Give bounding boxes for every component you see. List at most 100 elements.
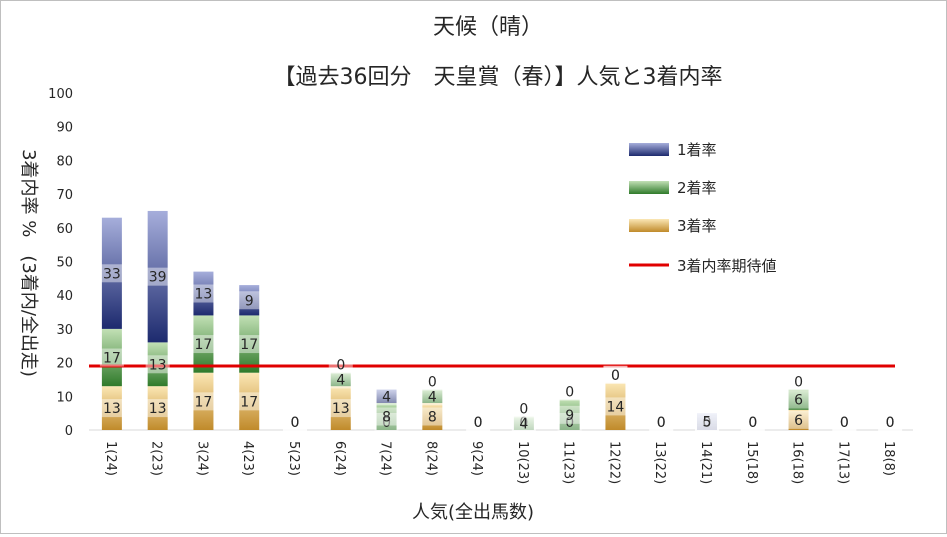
data-label-backdrop: [145, 355, 170, 374]
data-label: 0: [519, 402, 528, 418]
bar-rank2: [513, 416, 534, 430]
x-tick-label: 18(8): [881, 441, 896, 476]
y-tick-label: 50: [56, 256, 73, 271]
legend-swatch-rank3: [629, 219, 669, 232]
data-label-backdrop: [511, 399, 536, 418]
data-label: 6: [794, 413, 803, 429]
data-label-backdrop: [191, 392, 216, 411]
data-label-backdrop: [786, 372, 811, 391]
x-tick-label: 2(23): [149, 441, 164, 476]
data-label-backdrop: [237, 291, 262, 310]
bar-rank2: [239, 315, 260, 373]
data-label: 0: [565, 415, 574, 431]
data-label-backdrop: [557, 382, 582, 401]
data-label: 0: [748, 415, 757, 431]
data-label: 6: [794, 393, 803, 409]
bars-group: [101, 210, 809, 430]
bar-rank1: [239, 285, 260, 316]
data-label: 0: [336, 358, 345, 374]
legend-label-rank2: 2着率: [677, 179, 717, 197]
data-label-backdrop: [695, 413, 719, 431]
data-label-backdrop: [420, 372, 445, 391]
data-label: 17: [103, 351, 121, 367]
data-label-backdrop: [603, 365, 628, 384]
data-label-backdrop: [832, 413, 857, 431]
data-label-backdrop: [878, 413, 903, 431]
x-tick-label: 16(18): [790, 441, 805, 484]
data-label-backdrop: [603, 365, 628, 384]
chart-title: 天候（晴）: [433, 15, 543, 40]
y-tick-label: 80: [56, 154, 73, 169]
data-label-backdrop: [466, 413, 491, 431]
data-label: 0: [291, 415, 300, 431]
x-tick-label: 10(23): [515, 441, 530, 484]
data-label: 0: [657, 415, 666, 431]
x-tick-label: 12(22): [606, 441, 621, 484]
data-label: 0: [474, 415, 483, 431]
bar-rank1: [193, 271, 214, 316]
data-label-backdrop: [786, 410, 811, 429]
bar-rank3: [788, 409, 809, 430]
y-tick-label: 40: [56, 289, 73, 304]
data-label-backdrop: [374, 407, 399, 426]
data-label: 17: [195, 394, 213, 410]
data-label-backdrop: [191, 284, 216, 303]
legend: 1着率 2着率 3着率 3着内率期待値: [629, 141, 777, 275]
bar-rank1: [376, 389, 397, 404]
bar-rank3: [101, 386, 122, 430]
data-label: 0: [657, 415, 666, 431]
data-label-backdrop: [283, 413, 307, 431]
y-tick-label: 30: [56, 323, 73, 338]
data-label-backdrop: [878, 413, 903, 431]
y-axis-ticks: 0 10 20 30 40 50 60 70 80 90 100: [48, 87, 73, 439]
data-label: 0: [611, 368, 620, 384]
bar-rank3: [422, 403, 443, 430]
data-label: 0: [886, 415, 895, 431]
bar-rank2: [376, 403, 397, 430]
data-label-backdrop: [603, 397, 628, 416]
x-tick-label: 14(21): [698, 441, 713, 484]
data-label: 0: [748, 415, 757, 431]
data-label-backdrop: [557, 413, 582, 431]
data-label: 0: [474, 415, 483, 431]
x-tick-label: 13(22): [652, 441, 667, 484]
data-label-backdrop: [649, 413, 674, 431]
data-label: 13: [195, 287, 213, 303]
bar-rank1: [101, 217, 122, 329]
chart-subtitle: 【過去36回分 天皇賞（春）】人気と3着内率: [274, 65, 723, 90]
data-label: 33: [103, 266, 121, 282]
data-label: 0: [291, 415, 300, 431]
data-label-backdrop: [145, 267, 170, 286]
y-axis-title: 3着内率 % (3着内/全出走): [18, 149, 39, 377]
data-label-backdrop: [374, 413, 399, 431]
data-label-backdrop: [740, 413, 765, 431]
bar-rank2: [422, 389, 443, 404]
data-label: 0: [565, 385, 574, 401]
legend-label-rank3: 3着率: [677, 217, 717, 235]
data-label-backdrop: [695, 413, 719, 431]
data-label-backdrop: [374, 387, 399, 406]
x-tick-label: 8(24): [423, 441, 438, 476]
data-label-backdrop: [237, 335, 262, 354]
data-label: 0: [519, 415, 528, 431]
x-axis-ticks: 1(24) 2(23) 3(24) 4(23) 5(23) 6(24) 7(24) 8(24)…: [103, 441, 896, 484]
data-label-backdrop: [511, 414, 536, 433]
data-label: 0: [794, 375, 803, 391]
bar-rank2: [101, 328, 122, 387]
x-tick-label: 1(24): [103, 441, 118, 476]
data-label: 0: [840, 415, 849, 431]
data-label-backdrop: [695, 412, 719, 431]
data-label-backdrop: [237, 392, 262, 411]
bar-rank3: [605, 382, 626, 430]
x-tick-label: 5(23): [286, 441, 301, 476]
legend-label-expected: 3着内率期待値: [677, 257, 777, 275]
data-label: 9: [565, 408, 574, 424]
data-label-backdrop: [832, 413, 857, 431]
legend-swatch-rank2: [629, 181, 669, 194]
legend-label-rank1: 1着率: [677, 141, 717, 159]
data-label-backdrop: [191, 335, 216, 354]
data-label: 4: [519, 416, 528, 432]
data-label: 0: [748, 415, 757, 431]
data-label-backdrop: [649, 413, 674, 431]
data-label-backdrop: [740, 413, 765, 431]
